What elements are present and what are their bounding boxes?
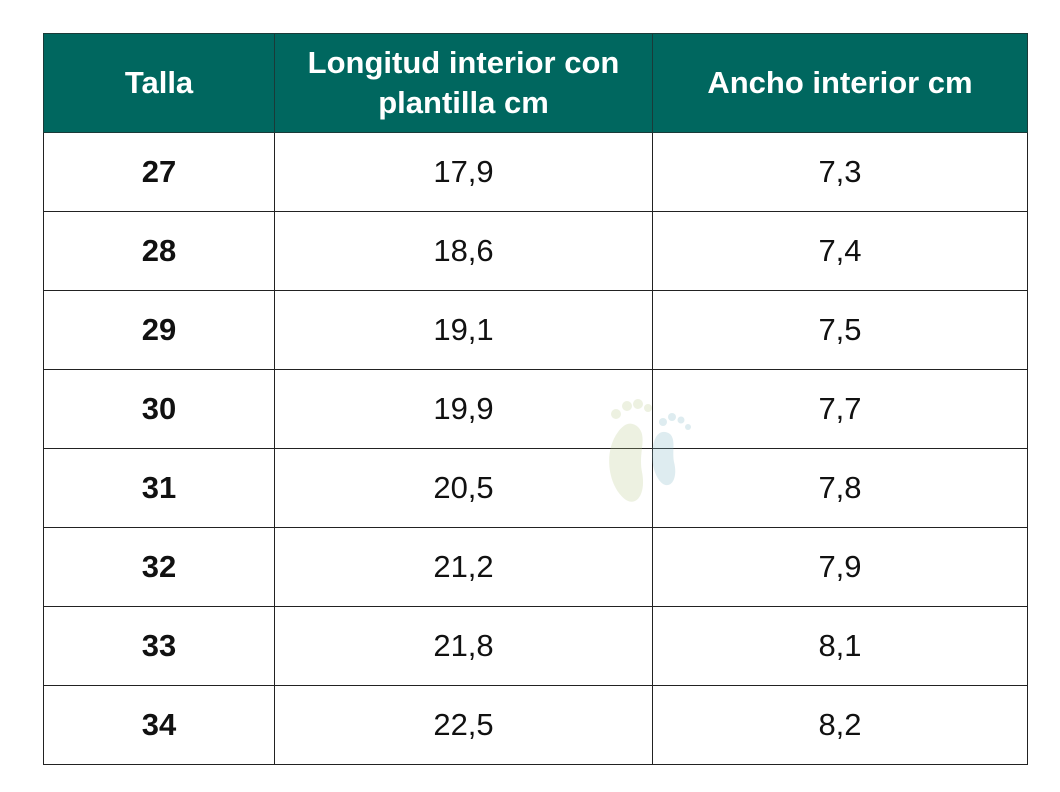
measure-cell: 18,6 [274,211,653,291]
measure-cell: 7,4 [652,211,1028,291]
table-row: 34 22,5 8,2 [43,685,1028,765]
size-cell: 28 [43,211,275,291]
measure-cell: 7,3 [652,132,1028,212]
measure-cell: 7,7 [652,369,1028,449]
measure-cell: 8,2 [652,685,1028,765]
table-row: 27 17,9 7,3 [43,132,1028,212]
size-cell: 32 [43,527,275,607]
measure-cell: 21,8 [274,606,653,686]
measure-cell: 7,9 [652,527,1028,607]
measure-cell: 19,9 [274,369,653,449]
size-table: Talla Longitud interior con plantilla cm A… [43,33,1028,765]
measure-cell: 7,5 [652,290,1028,370]
size-cell: 31 [43,448,275,528]
measure-cell: 17,9 [274,132,653,212]
table-row: 29 19,1 7,5 [43,290,1028,370]
size-cell: 27 [43,132,275,212]
table-row: 28 18,6 7,4 [43,211,1028,291]
measure-cell: 21,2 [274,527,653,607]
header-row: Talla Longitud interior con plantilla cm A… [43,33,1028,133]
measure-cell: 22,5 [274,685,653,765]
table-row: 32 21,2 7,9 [43,527,1028,607]
measure-cell: 8,1 [652,606,1028,686]
table-row: 31 20,5 7,8 [43,448,1028,528]
table-body: 27 17,9 7,3 28 18,6 7,4 29 19,1 7,5 30 19,9 7,7 31 20… [43,132,1028,765]
measure-cell: 19,1 [274,290,653,370]
table-row: 30 19,9 7,7 [43,369,1028,449]
size-cell: 34 [43,685,275,765]
header-cell: Longitud interior con plantilla cm [274,33,653,133]
measure-cell: 7,8 [652,448,1028,528]
header-cell: Ancho interior cm [652,33,1028,133]
size-cell: 30 [43,369,275,449]
size-cell: 29 [43,290,275,370]
header-cell: Talla [43,33,275,133]
size-cell: 33 [43,606,275,686]
measure-cell: 20,5 [274,448,653,528]
table-row: 33 21,8 8,1 [43,606,1028,686]
